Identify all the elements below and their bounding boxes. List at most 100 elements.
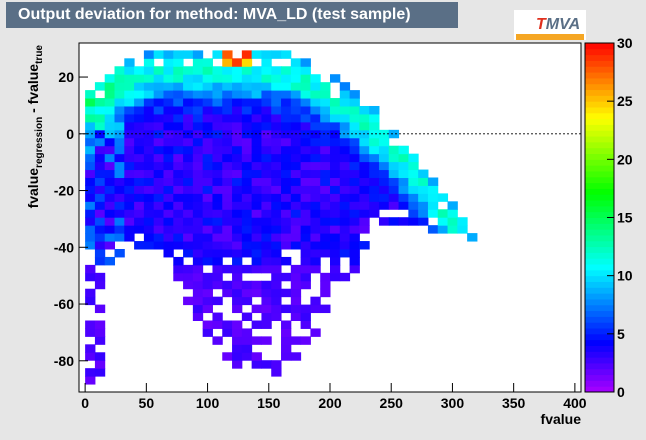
heatmap-cell [232,193,243,202]
heatmap-cell [261,320,272,329]
heatmap-cell [271,50,282,59]
heatmap-cell [85,209,96,218]
heatmap-cell [241,66,253,75]
heatmap-cell [212,217,223,226]
heatmap-cell [192,161,204,171]
heatmap-cell [114,66,125,75]
heatmap-cell [427,193,439,202]
heatmap-cell [104,105,116,115]
heatmap-cell [251,177,262,186]
heatmap-cell [339,137,351,147]
heatmap-cell [114,169,125,178]
heatmap-cell [300,193,311,202]
heatmap-cell [261,185,272,194]
heatmap-cell [300,233,311,242]
heatmap-cell [222,82,233,91]
heatmap-cell [427,177,439,186]
heatmap-cell [261,66,272,75]
heatmap-cell [232,336,243,345]
heatmap-cell [222,288,233,298]
heatmap-cell [330,169,341,178]
heatmap-cell [202,169,213,178]
heatmap-cell [271,248,282,258]
heatmap-cell [251,233,262,242]
heatmap-cell [418,185,429,194]
colorbar-band [585,83,614,91]
heatmap-cell [173,161,184,171]
colorbar-band [585,130,614,137]
heatmap-cell [183,74,194,83]
heatmap-cell [143,177,155,186]
heatmap-cell [153,185,164,194]
heatmap-cell [359,113,370,123]
heatmap-cell [369,137,380,147]
heatmap-cell [192,225,204,234]
heatmap-cell [153,105,164,115]
tmva-logo-text: TMVA [536,16,581,33]
heatmap-cell [192,296,204,306]
heatmap-cell [339,113,351,123]
heatmap-cell [241,58,253,67]
heatmap-cell [408,193,419,202]
heatmap-cell [232,344,243,353]
heatmap-cell [339,193,351,202]
heatmap-cell [300,66,311,75]
heatmap-cell [339,169,351,178]
heatmap-cell [369,193,380,202]
heatmap-cell [163,217,174,226]
heatmap-cell [378,145,390,155]
heatmap-cell [251,264,262,274]
heatmap-cell [85,177,96,186]
heatmap-cell [359,177,370,186]
heatmap-cell [232,105,243,115]
heatmap-cell [398,217,409,226]
heatmap-cell [261,336,272,345]
heatmap-cell [290,177,302,186]
heatmap-cell [94,169,106,178]
heatmap-cell [212,177,223,186]
heatmap-cell [447,209,458,218]
heatmap-cell [320,90,331,99]
heatmap-cell [339,105,351,115]
heatmap-cell [378,185,390,194]
heatmap-cell [241,121,253,131]
heatmap-cell [349,153,360,163]
colorbar-band [585,316,614,323]
heatmap-cell [349,193,360,202]
heatmap-cell [85,121,96,131]
heatmap-cell [241,209,253,218]
heatmap-cell [408,153,419,163]
heatmap-cell [192,58,204,67]
heatmap-cell [212,280,223,290]
heatmap-cell [202,248,213,258]
heatmap-cell [134,66,145,75]
heatmap-cell [261,288,272,298]
heatmap-cell [163,233,174,242]
heatmap-cell [349,90,360,99]
heatmap-cell [114,248,125,258]
heatmap-cell [290,153,302,163]
heatmap-cell [222,177,233,186]
heatmap-cell [143,98,155,107]
heatmap-cell [143,161,155,171]
heatmap-cell [349,256,360,266]
heatmap-cell [143,90,155,99]
heatmap-cell [359,217,370,226]
heatmap-cell [251,50,262,59]
heatmap-cell [153,225,164,234]
colorbar-band [585,258,614,265]
heatmap-cell [310,90,321,99]
heatmap-cell [85,241,96,250]
heatmap-cell [153,98,164,107]
heatmap-cell [330,256,341,266]
heatmap-cell [202,105,213,115]
heatmap-cell [300,145,311,155]
heatmap-cell [281,161,292,171]
heatmap-cell [241,145,253,155]
heatmap-cell [290,352,302,361]
heatmap-cell [261,280,272,290]
heatmap-cell [261,225,272,234]
heatmap-cell [290,233,302,242]
heatmap-cell [271,137,282,147]
heatmap-cell [134,217,145,226]
